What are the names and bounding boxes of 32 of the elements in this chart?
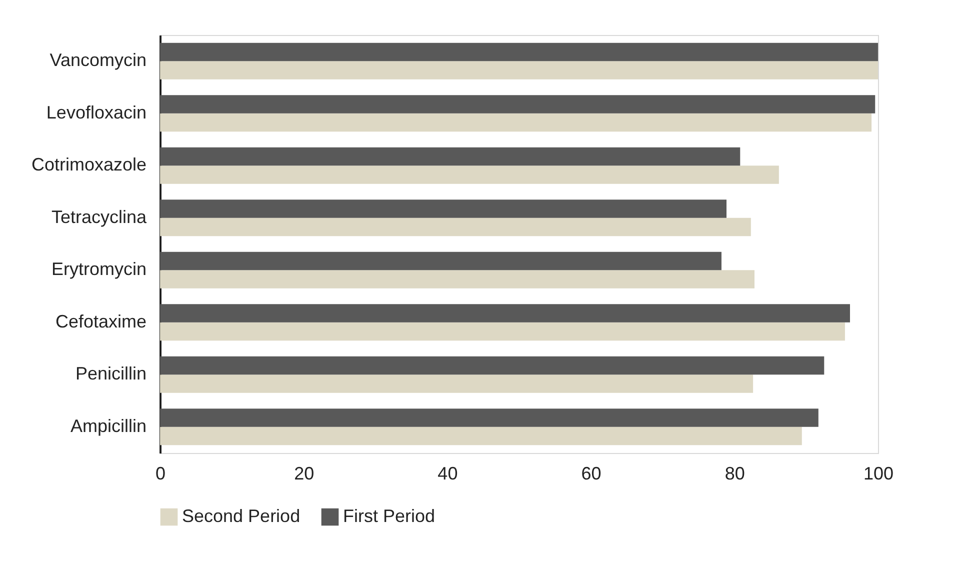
bar xyxy=(160,218,751,236)
legend-label: Second Period xyxy=(182,506,300,526)
y-tick-label: Vancomycin xyxy=(50,50,146,70)
bar xyxy=(160,42,878,62)
bar xyxy=(160,61,878,80)
y-tick-label: Cefotaxime xyxy=(55,311,146,332)
y-tick-label: Ampicillin xyxy=(70,416,146,436)
bar xyxy=(160,304,850,322)
x-tick-label: 40 xyxy=(438,464,458,484)
x-tick-label: 100 xyxy=(863,464,894,484)
bar xyxy=(160,166,779,184)
bar xyxy=(160,374,754,393)
y-tick-label: Tetracyclina xyxy=(51,206,148,227)
bar xyxy=(160,322,845,341)
bar xyxy=(160,356,824,375)
y-tick-label: Penicillin xyxy=(75,364,146,384)
bar xyxy=(160,270,755,288)
bar xyxy=(160,113,872,132)
x-tick-label: 80 xyxy=(724,464,745,484)
bar xyxy=(160,426,802,446)
x-tick-label: 60 xyxy=(581,464,602,484)
x-tick-label: 20 xyxy=(294,464,314,484)
x-tick-label: 0 xyxy=(155,464,166,484)
legend-label: First Period xyxy=(343,506,436,526)
y-tick-label: Erytromycin xyxy=(51,259,146,280)
bar xyxy=(160,95,876,114)
bar xyxy=(160,200,726,218)
y-tick-label: Cotrimoxazole xyxy=(31,154,146,175)
bar xyxy=(160,147,740,166)
bar xyxy=(160,408,818,427)
bar xyxy=(160,252,722,270)
y-tick-label: Levofloxacin xyxy=(46,102,146,122)
